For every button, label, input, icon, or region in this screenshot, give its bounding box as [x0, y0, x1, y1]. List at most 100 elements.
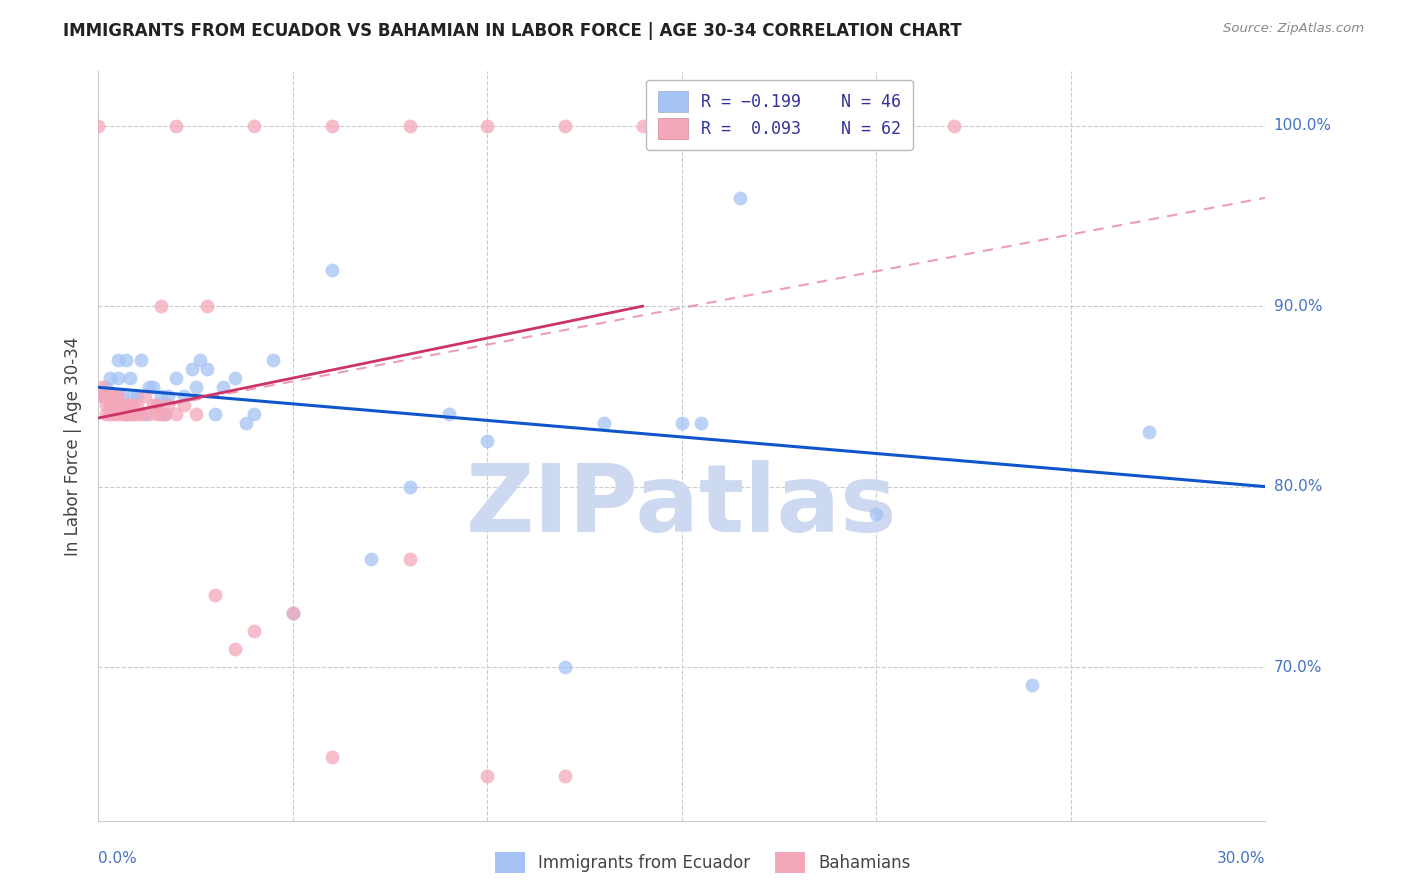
Point [398, 119, 420, 133]
Point [107, 408, 129, 422]
Point [224, 371, 246, 385]
Point [212, 380, 235, 394]
Point [129, 353, 152, 368]
Point [127, 408, 149, 422]
Text: IMMIGRANTS FROM ECUADOR VS BAHAMIAN IN LABOR FORCE | AGE 30-34 CORRELATION CHART: IMMIGRANTS FROM ECUADOR VS BAHAMIAN IN L… [63, 22, 962, 40]
Point [437, 408, 460, 422]
Point [690, 417, 713, 431]
Point [477, 119, 499, 133]
Point [865, 119, 887, 133]
Point [103, 398, 125, 412]
Text: 80.0%: 80.0% [1274, 479, 1322, 494]
Point [157, 398, 180, 412]
Point [107, 398, 129, 412]
Point [98, 398, 121, 412]
Point [96, 389, 118, 403]
Point [165, 371, 187, 385]
Point [153, 408, 176, 422]
Point [149, 389, 172, 403]
Point [134, 408, 156, 422]
Point [321, 750, 343, 764]
Point [111, 389, 134, 403]
Point [127, 398, 149, 412]
Point [235, 417, 257, 431]
Point [114, 408, 136, 422]
Legend: R = −0.199    N = 46, R =  0.093    N = 62: R = −0.199 N = 46, R = 0.093 N = 62 [647, 79, 912, 151]
Point [204, 408, 226, 422]
Point [554, 660, 576, 674]
Point [671, 417, 693, 431]
Point [96, 398, 118, 412]
Point [165, 408, 187, 422]
Point [114, 398, 136, 412]
Point [103, 389, 125, 403]
Point [710, 119, 733, 133]
Point [122, 398, 145, 412]
Point [281, 606, 304, 620]
Point [477, 434, 499, 449]
Point [91, 389, 114, 403]
Point [111, 408, 134, 422]
Point [146, 408, 169, 422]
Point [730, 191, 752, 205]
Point [127, 389, 149, 403]
Point [943, 119, 966, 133]
Point [96, 408, 118, 422]
Point [98, 408, 121, 422]
Point [153, 408, 176, 422]
Point [787, 119, 810, 133]
Text: ZIPatlas: ZIPatlas [467, 460, 897, 552]
Point [122, 389, 145, 403]
Point [184, 380, 207, 394]
Point [173, 389, 195, 403]
Point [865, 507, 887, 521]
Point [122, 408, 145, 422]
Text: 70.0%: 70.0% [1274, 660, 1322, 674]
Point [118, 408, 141, 422]
Point [195, 362, 218, 376]
Point [98, 389, 121, 403]
Point [398, 480, 420, 494]
Point [118, 371, 141, 385]
Point [554, 119, 576, 133]
Point [180, 362, 202, 376]
Point [107, 398, 129, 412]
Point [184, 408, 207, 422]
Point [134, 389, 156, 403]
Point [398, 552, 420, 566]
Point [149, 299, 172, 313]
Point [96, 380, 118, 394]
Point [114, 408, 136, 422]
Text: 30.0%: 30.0% [1218, 851, 1265, 866]
Point [224, 642, 246, 657]
Point [149, 408, 172, 422]
Point [262, 353, 284, 368]
Point [107, 389, 129, 403]
Point [243, 408, 266, 422]
Text: 0.0%: 0.0% [98, 851, 138, 866]
Point [281, 606, 304, 620]
Point [243, 119, 266, 133]
Point [631, 119, 654, 133]
Point [146, 398, 169, 412]
Point [204, 588, 226, 602]
Point [118, 398, 141, 412]
Point [195, 299, 218, 313]
Point [103, 408, 125, 422]
Point [142, 380, 165, 394]
Point [103, 389, 125, 403]
Point [91, 389, 114, 403]
Point [142, 398, 165, 412]
Point [98, 398, 121, 412]
Point [1137, 425, 1160, 440]
Point [173, 398, 195, 412]
Point [157, 389, 180, 403]
Point [321, 263, 343, 277]
Point [98, 371, 121, 385]
Point [165, 119, 187, 133]
Text: 100.0%: 100.0% [1274, 118, 1331, 133]
Point [321, 119, 343, 133]
Legend: Immigrants from Ecuador, Bahamians: Immigrants from Ecuador, Bahamians [488, 846, 918, 880]
Point [243, 624, 266, 638]
Point [146, 398, 169, 412]
